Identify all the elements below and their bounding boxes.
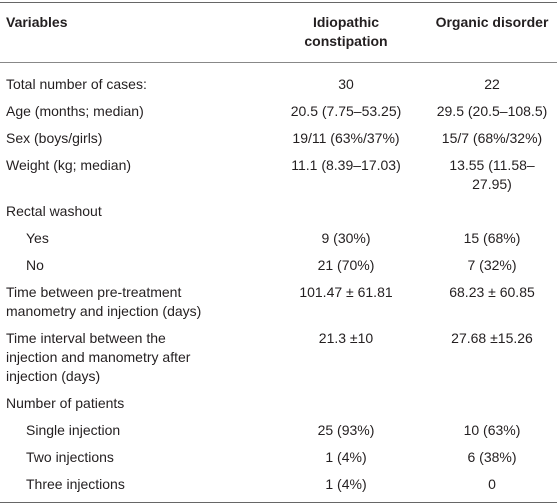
column-header: Idiopathic constipation [265,2,427,63]
table-row: Two injections 1 (4%) 6 (38%) [0,444,557,471]
cell: 25 (93%) [317,422,375,438]
cell: 6 (38%) [467,449,517,465]
table-row: Time between pre-treatment manometry and… [0,279,557,325]
section-label: Number of patients [6,395,125,411]
cell: 27.68 ±15.26 [451,330,533,346]
cell: 9 (30%) [321,230,371,246]
cell: 22 [484,76,500,92]
table-row: Yes 9 (30%) 15 (68%) [0,225,557,252]
cell: 21.3 ±10 [318,330,374,346]
cell: 7 (32%) [467,257,517,273]
column-header: Variables [0,2,265,63]
table-row: No 21 (70%) 7 (32%) [0,252,557,279]
row-label: Yes [26,230,49,246]
cell: 11.1 (8.39–17.03) [291,157,401,173]
cell: 1 (4%) [265,471,427,503]
row-label: Time interval between the injection and … [6,330,191,384]
cell: 10 (63%) [463,422,521,438]
table-row: Weight (kg; median) 11.1 (8.39–17.03) 13.5… [0,152,557,198]
row-label: Two injections [26,449,114,465]
cell: 13.55 (11.58–27.95) [449,157,535,192]
row-label: Weight (kg; median) [6,157,132,173]
table-row: Three injections 1 (4%) 0 [0,471,557,503]
row-label: Single injection [26,422,121,438]
table-row: Time interval between the injection and … [0,325,557,390]
row-label: Sex (boys/girls) [6,130,103,146]
cell: 29.5 (20.5–108.5) [436,103,548,119]
cell: 15/7 (68%/32%) [441,130,543,146]
table-row: Single injection 25 (93%) 10 (63%) [0,417,557,444]
section-row: Rectal washout [0,198,557,225]
table-row: Sex (boys/girls) 19/11 (63%/37%) 15/7 (68%… [0,125,557,152]
table-row: Total number of cases: 30 22 [0,63,557,99]
section-label: Rectal washout [6,203,102,219]
cell: 1 (4%) [325,449,367,465]
header-row: Variables Idiopathic constipation Organic … [0,2,557,63]
table-row: Age (months; median) 20.5 (7.75–53.25) 29.… [0,98,557,125]
row-label: No [26,257,44,273]
cell: 101.47 ± 61.81 [299,284,393,300]
row-label: Total number of cases: [6,76,147,92]
cell: 68.23 ± 60.85 [449,284,535,300]
cell: 21 (70%) [317,257,375,273]
cell: 19/11 (63%/37%) [292,130,400,146]
cell: 0 [427,471,557,503]
cell: 30 [338,76,354,92]
section-row: Number of patients [0,390,557,417]
cell: 20.5 (7.75–53.25) [290,103,402,119]
row-label: Three injections [0,471,265,503]
column-header: Organic disorder [427,2,557,63]
cell: 15 (68%) [463,230,521,246]
row-label: Time between pre-treatment manometry and… [6,284,202,319]
row-label: Age (months; median) [6,103,144,119]
